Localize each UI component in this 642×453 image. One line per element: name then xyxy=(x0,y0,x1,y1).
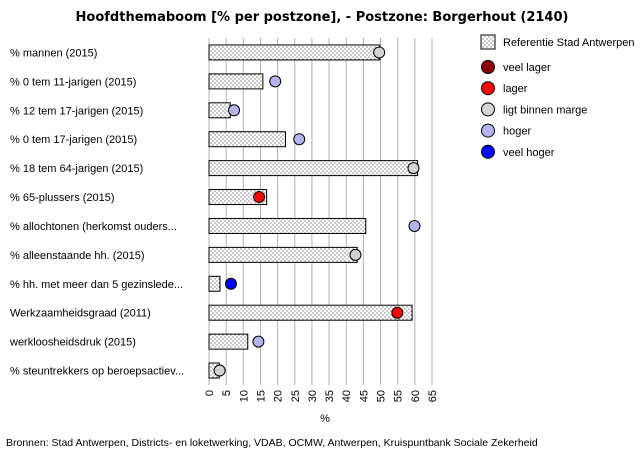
reference-bar xyxy=(208,102,231,119)
reference-bars xyxy=(208,44,419,379)
value-marker xyxy=(391,306,404,319)
category-label: Werkzaamheidsgraad (2011) xyxy=(10,308,151,320)
legend-marker xyxy=(481,81,495,96)
legend-label: hoger xyxy=(503,126,531,138)
reference-bar xyxy=(208,304,413,321)
value-marker xyxy=(407,162,420,175)
category-label: % 65-plussers (2015) xyxy=(10,192,115,204)
legend-marker xyxy=(481,123,495,138)
reference-bar xyxy=(208,189,268,206)
x-tick-label: 45 xyxy=(358,390,370,402)
value-marker xyxy=(213,364,226,377)
value-marker xyxy=(349,248,362,261)
legend-label: lager xyxy=(503,83,528,95)
category-labels: % mannen (2015) % 0 tem 11-jarigen (2015)… xyxy=(9,47,184,377)
category-label: % hh. met meer dan 5 gezinslede... xyxy=(10,279,183,291)
legend: Referentie Stad Antwerpen veel lager lage… xyxy=(480,34,634,159)
value-marker xyxy=(224,277,237,290)
reference-bar xyxy=(208,73,264,90)
x-tick-label: 20 xyxy=(273,390,285,402)
reference-bar xyxy=(208,217,367,234)
reference-bar xyxy=(208,44,381,61)
category-label: % alleenstaande hh. (2015) xyxy=(10,250,145,262)
value-marker xyxy=(293,133,306,146)
legend-reference-swatch xyxy=(480,34,496,50)
reference-bar xyxy=(208,246,358,263)
legend-marker xyxy=(481,144,495,159)
value-marker xyxy=(252,335,265,348)
source-note: Bronnen: Stad Antwerpen, Districts- en l… xyxy=(6,437,538,449)
x-tick-label: 65 xyxy=(427,390,439,402)
category-label: % mannen (2015) xyxy=(10,47,97,59)
value-marker xyxy=(373,46,386,59)
value-marker xyxy=(253,191,266,204)
category-label: % 0 tem 11-jarigen (2015) xyxy=(10,76,136,88)
x-tick-label: 40 xyxy=(341,390,353,402)
reference-bar xyxy=(208,275,221,292)
legend-marker xyxy=(481,102,495,117)
reference-bar xyxy=(208,160,419,177)
legend-label: ligt binnen marge xyxy=(503,104,587,116)
category-label: % allochtonen (herkomst ouders... xyxy=(10,221,177,233)
category-label: % 0 tem 17-jarigen (2015) xyxy=(10,134,137,146)
reference-bar xyxy=(208,333,249,350)
legend-label: veel hoger xyxy=(503,147,555,159)
gridlines xyxy=(208,38,433,385)
reference-bar xyxy=(208,131,287,148)
x-tick-label: 60 xyxy=(410,390,422,402)
category-label: % steuntrekkers op beroepsactiev... xyxy=(10,366,184,378)
x-tick-label: 30 xyxy=(307,390,319,402)
x-tick-label: 10 xyxy=(238,390,250,402)
value-marker xyxy=(408,219,421,232)
x-tick-label: 0 xyxy=(204,390,216,396)
legend-reference-label: Referentie Stad Antwerpen xyxy=(503,37,634,49)
x-axis-label: % xyxy=(320,413,330,425)
x-tick-label: 15 xyxy=(255,390,267,402)
x-tick-labels: 0 5 10 15 20 25 30 35 40 45 50 55 60 65 xyxy=(204,390,439,402)
legend-marker xyxy=(481,60,495,74)
category-label: % 12 tem 17-jarigen (2015) xyxy=(10,105,143,117)
x-tick-label: 55 xyxy=(393,390,405,402)
legend-label: veel lager xyxy=(503,62,551,74)
chart-title: Hoofdthemaboom [% per postzone], - Postz… xyxy=(76,10,569,25)
category-label: % 18 tem 64-jarigen (2015) xyxy=(10,163,143,175)
x-tick-label: 5 xyxy=(221,390,233,396)
category-label: werkloosheidsdruk (2015) xyxy=(9,337,136,349)
value-marker xyxy=(269,75,282,88)
x-tick-label: 35 xyxy=(324,390,336,402)
value-markers xyxy=(213,46,421,377)
x-tick-label: 25 xyxy=(290,390,302,402)
value-marker xyxy=(228,104,241,117)
x-tick-label: 50 xyxy=(376,390,388,402)
